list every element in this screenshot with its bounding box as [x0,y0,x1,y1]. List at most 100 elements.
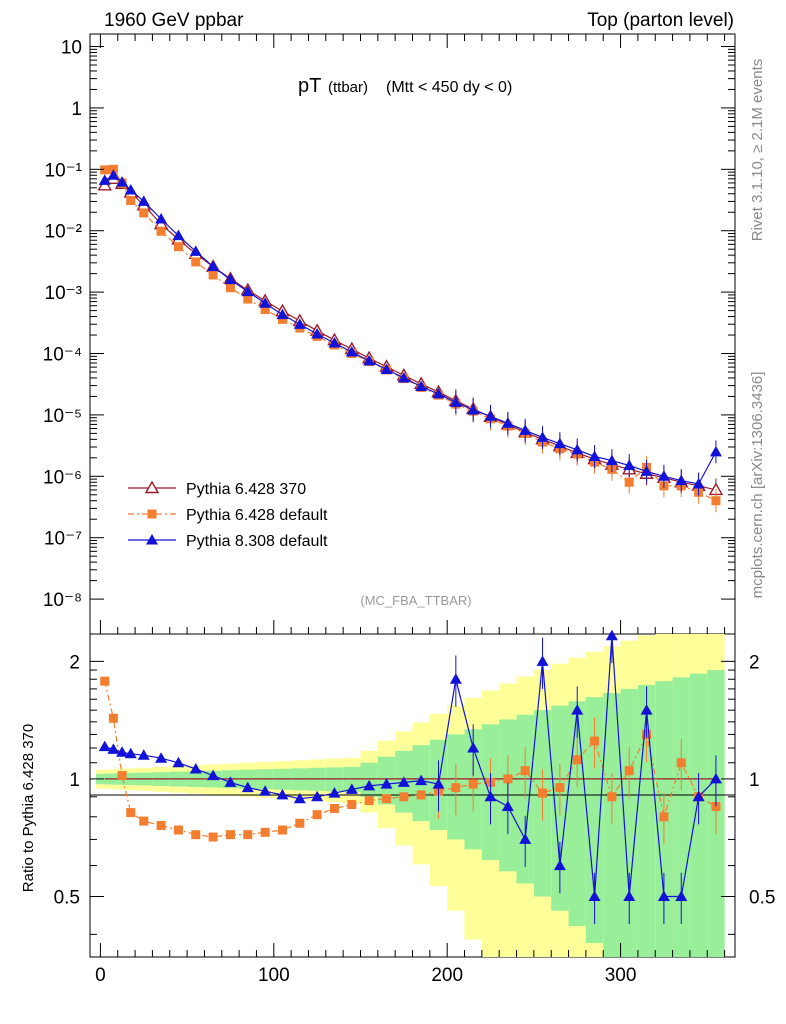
data-point [380,363,393,374]
ratio-point [241,781,254,793]
ratio-y-tick-label: 2 [69,652,80,673]
series-p8-default-line [104,174,717,485]
data-point [501,417,514,428]
ratio-point [484,790,497,802]
legend-marker [144,480,160,494]
data-point [225,283,235,293]
ratio-point [659,812,669,822]
data-point [415,380,428,392]
ratio-y-tick-label-right: 0.5 [749,888,775,909]
ratio-point [260,827,270,837]
y-tick-label: 10⁻² [45,222,83,243]
data-point [605,454,618,466]
data-point [640,465,653,476]
data-point [126,196,136,206]
legend-label: Pythia 6.428 default [186,507,328,524]
data-point [98,174,111,185]
rivet-version-label: Rivet 3.1.10, ≥ 2.1M events [749,59,766,242]
ratio-y-tick-label-right: 1 [749,770,760,791]
data-point [345,345,358,357]
mcplots-label: mcplots.cern.ch [arXiv:1306.3436] [749,372,766,599]
ratio-point [571,704,584,715]
ratio-point [156,820,166,830]
ratio-point [100,676,110,686]
x-tick-label: 100 [258,965,290,986]
data-point [107,169,120,180]
ratio-point [415,774,428,786]
ratio-band-inner [620,688,638,957]
ratio-point [623,890,636,902]
ratio-point [107,743,120,754]
data-point [675,474,688,486]
ratio-point [277,825,287,835]
ratio-point [538,788,548,798]
y-tick-label: 10⁻⁸ [43,590,82,611]
x-tick-label: 0 [95,965,106,986]
ratio-point [259,785,272,796]
ratio-point [467,742,480,753]
ratio-point [137,749,150,760]
ratio-band-inner [360,762,378,797]
data-point [711,496,721,506]
data-point [519,424,532,435]
ratio-panel: 0 100 200 300 2 2 1 1 0.5 0.5 Ratio to Pythia 6.4… [20,629,775,986]
ratio-point [640,704,653,715]
ratio-y-axis-label: Ratio to Pythia 6.428 370 [20,724,37,892]
ratio-point [364,796,374,806]
data-point [328,337,341,348]
data-point [709,445,722,457]
ratio-point [276,788,289,800]
y-tick-label: 10⁻⁶ [43,467,82,488]
ratio-point [709,772,722,784]
ratio-point [347,800,357,810]
data-point [224,273,237,285]
data-point [260,305,270,315]
ratio-point [108,713,118,723]
y-tick-label: 10⁻¹ [45,160,83,181]
ratio-point [553,859,566,871]
series-p8-default-main [98,169,722,496]
ratio-point [657,890,670,902]
header-left: 1960 GeV ppbar [104,10,244,31]
ratio-point [208,832,218,842]
legend-marker [146,534,158,545]
x-tick-label: 200 [431,965,463,986]
data-point [657,470,670,481]
data-point [137,195,150,206]
data-point [588,450,601,462]
ratio-point [155,752,168,763]
ratio-point [98,740,111,752]
ratio-point [676,758,686,768]
ratio-point [191,830,201,840]
ratio-point [449,673,462,684]
legend: Pythia 6.428 370 Pythia 6.428 default Pyth… [128,480,328,550]
ratio-point [329,804,339,814]
data-point [208,270,218,280]
plot-title-cut: (Mtt < 450 dy < 0) [386,79,512,96]
ratio-point [311,790,324,802]
y-tick-label: 10⁻⁴ [43,345,82,366]
legend-marker [147,509,157,519]
data-point [189,245,202,256]
series-p6-default-ratio-line [104,680,717,838]
data-point [276,308,289,320]
data-point [692,477,705,489]
ratio-point [312,810,322,820]
ratio-point [189,763,202,774]
data-point [207,260,220,272]
analysis-tag: (MC_FBA_TTBAR) [360,593,471,608]
ratio-y-tick-label-right: 2 [749,652,760,673]
data-point [155,213,168,224]
ratio-point [399,792,409,802]
y-tick-label: 10⁻⁷ [44,529,82,550]
ratio-band-inner [585,697,604,944]
data-point [172,229,185,241]
data-point [243,294,253,304]
series-p6-370-main [97,171,724,502]
ratio-point [501,800,514,811]
data-point [156,226,166,236]
ratio-point [293,792,306,804]
ratio-point [432,778,445,789]
ratio-point [605,629,618,641]
ratio-point [624,766,634,776]
